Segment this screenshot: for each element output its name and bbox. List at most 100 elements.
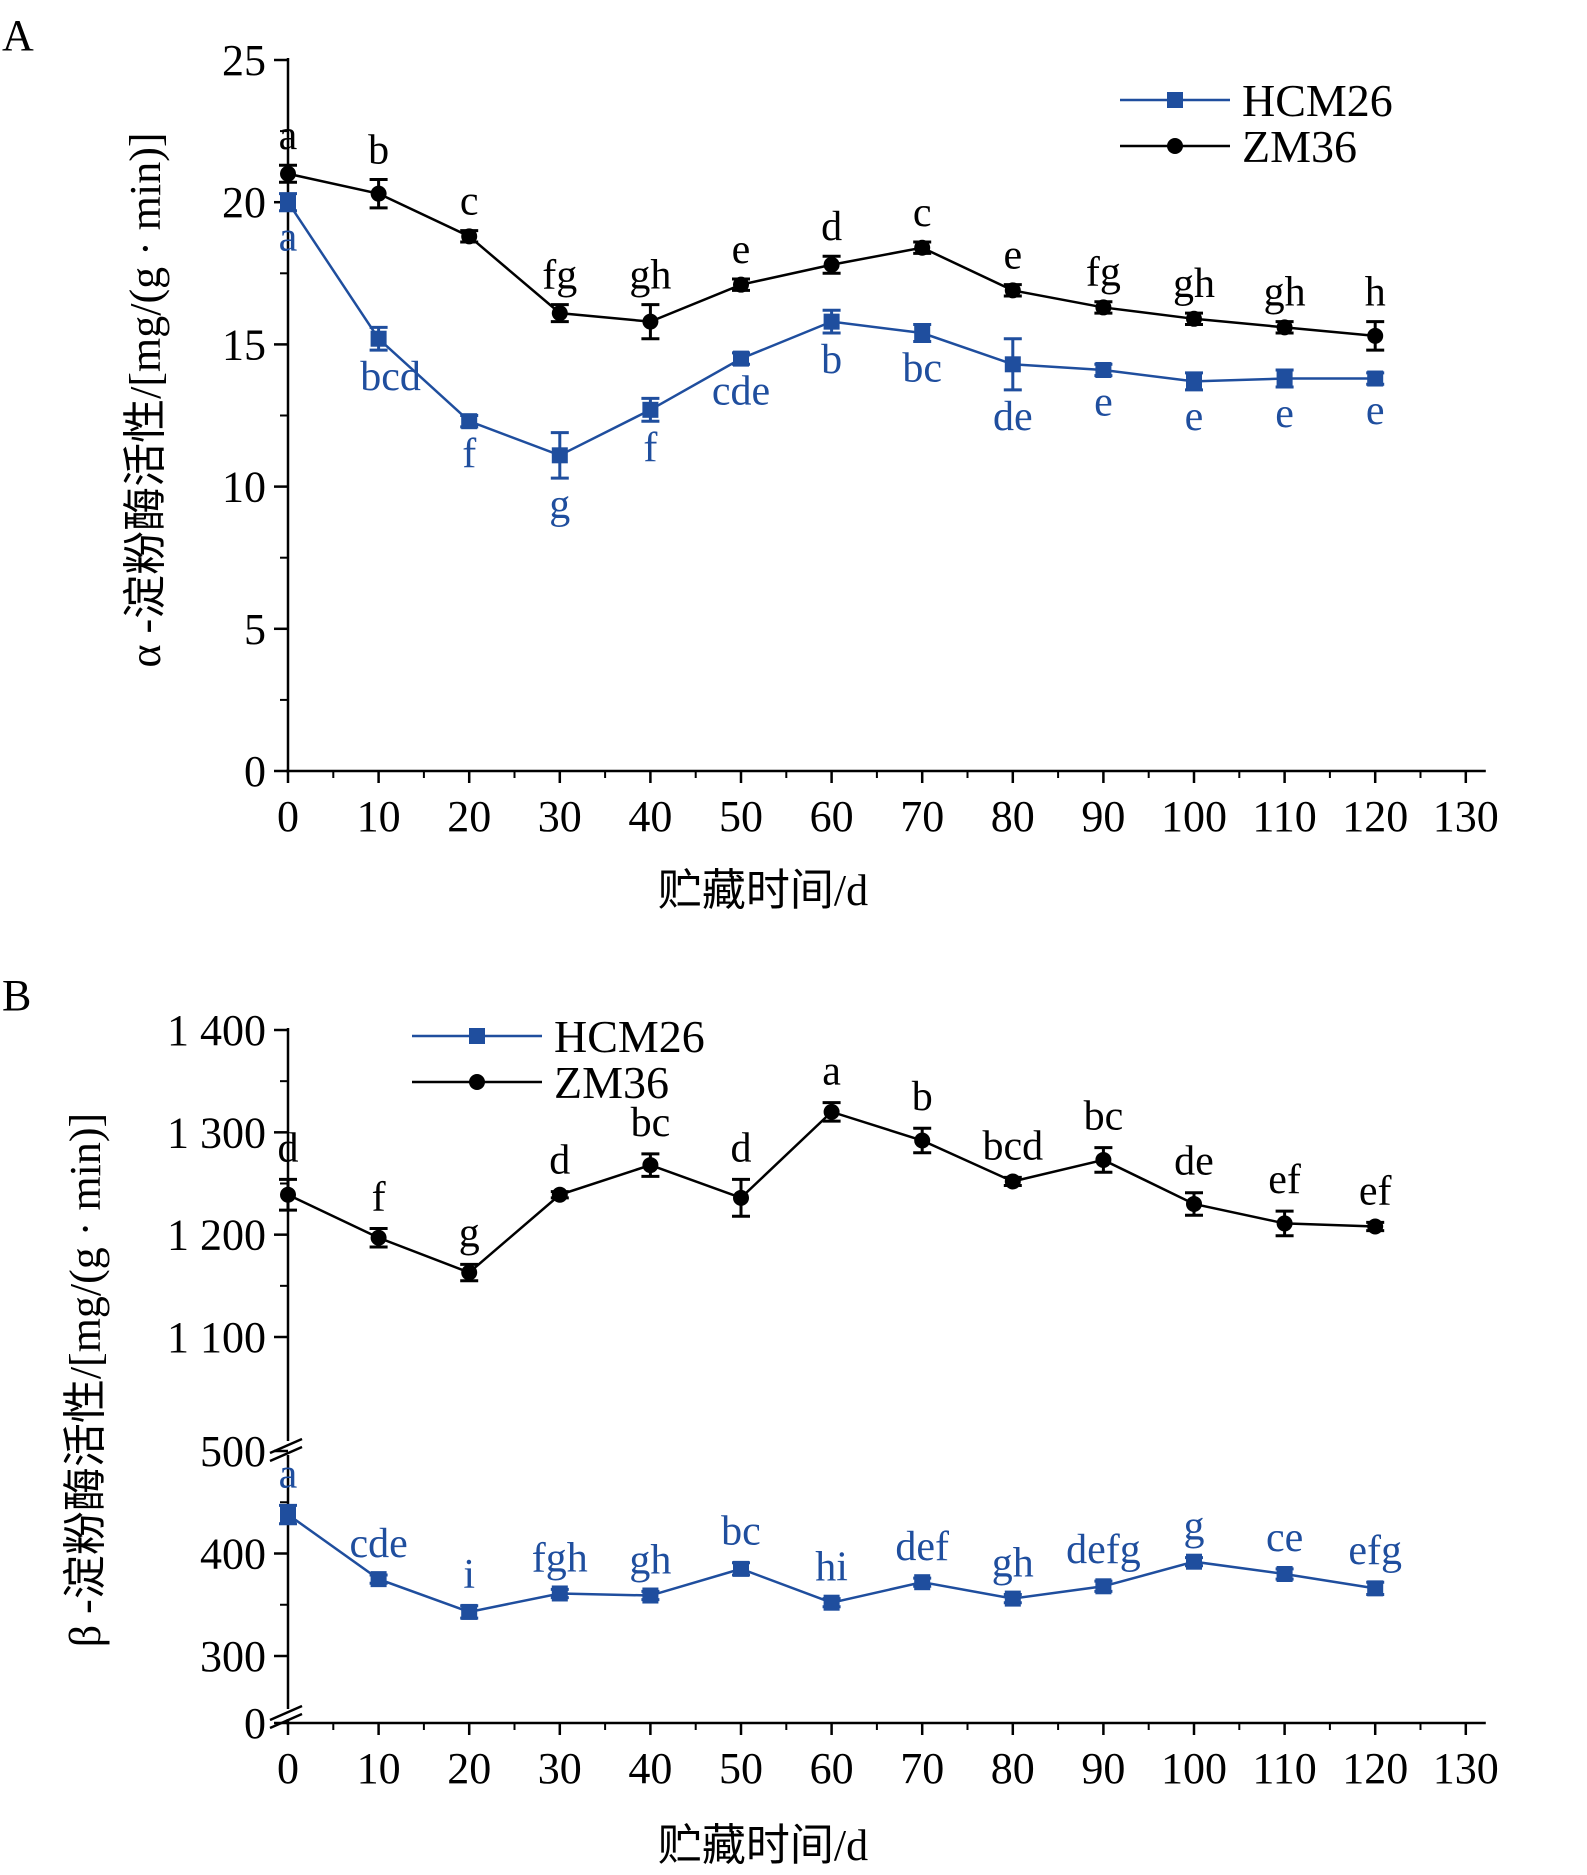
legend-label: HCM26 [554, 1011, 705, 1062]
legend-marker [1167, 92, 1183, 108]
data-point-hcm26 [1095, 1578, 1112, 1595]
data-point-zm36 [642, 1157, 659, 1174]
significance-letter: defg [1066, 1527, 1141, 1573]
panel-b-y-tick-label: 500 [200, 1427, 266, 1476]
data-point-zm36 [733, 1189, 749, 1206]
significance-letter: ef [1268, 1157, 1301, 1203]
panel-b-y-axis-label: β -淀粉酶活性/[mg/(g · min)] [61, 1113, 110, 1647]
data-point-zm36 [823, 1103, 840, 1120]
data-point-zm36 [1186, 310, 1202, 327]
data-point-zm36 [1004, 282, 1021, 299]
panel-a-chart: A 0 5 10 15 20 25 0 10 20 30 40 50 60 70 80 90 100 110 120… [2, 11, 1499, 915]
significance-letter: e [1185, 394, 1204, 440]
legend-marker [469, 1074, 485, 1090]
panel-b-x-tick-label: 130 [1433, 1744, 1499, 1793]
significance-letter: e [1003, 233, 1022, 279]
significance-letter: d [731, 1125, 752, 1171]
significance-letter: f [462, 431, 476, 477]
data-point-hcm26 [1004, 1590, 1021, 1607]
data-point-hcm26 [1367, 1580, 1384, 1597]
panel-a-y-axis-label: α -淀粉酶活性/[mg/(g · min)] [121, 132, 170, 667]
panel-b-y-tick-label: 1 400 [167, 1006, 266, 1055]
significance-letter: b [912, 1074, 933, 1120]
data-point-zm36 [551, 305, 568, 322]
significance-letter: a [279, 113, 298, 159]
panel-b-y-tick-label: 1 300 [167, 1108, 266, 1157]
panel-b-y-tick-label: 300 [200, 1632, 266, 1681]
panel-a-y-tick-label: 20 [222, 178, 266, 227]
significance-letter: fg [1086, 250, 1121, 296]
data-point-hcm26 [280, 194, 296, 211]
data-point-hcm26 [551, 1585, 568, 1602]
data-point-zm36 [642, 313, 659, 330]
significance-letter: h [1365, 270, 1386, 316]
significance-letter: de [993, 394, 1033, 440]
panel-b-x-tick-label: 90 [1081, 1744, 1125, 1793]
legend-item-hcm26: HCM26 [412, 1011, 705, 1062]
data-point-zm36 [823, 256, 840, 273]
data-point-hcm26 [823, 1594, 840, 1611]
data-point-zm36 [370, 1229, 387, 1246]
legend-item-zm36: ZM36 [412, 1057, 669, 1108]
panel-a-y-tick-label: 0 [244, 747, 266, 796]
data-point-zm36 [461, 1264, 478, 1281]
data-point-hcm26 [1367, 370, 1384, 387]
data-point-hcm26 [1186, 373, 1202, 390]
panel-b-x-tick-label: 20 [447, 1744, 491, 1793]
data-point-zm36 [1367, 1218, 1384, 1235]
significance-letter: bc [721, 1509, 761, 1555]
data-point-zm36 [1095, 299, 1112, 316]
significance-letter: d [278, 1125, 299, 1171]
data-point-zm36 [280, 1186, 296, 1203]
panel-a-x-tick-label: 110 [1252, 792, 1316, 841]
significance-letter: e [1094, 380, 1113, 426]
panel-a-x-tick-label: 0 [277, 792, 299, 841]
significance-letter: f [643, 425, 657, 471]
panel-a-x-tick-label: 10 [357, 792, 401, 841]
panel-b-x-tick-label: 80 [991, 1744, 1035, 1793]
significance-letter: c [913, 190, 932, 236]
significance-letter: ef [1359, 1168, 1392, 1214]
significance-letter: bc [631, 1100, 671, 1146]
significance-letter: hi [815, 1545, 848, 1591]
panel-a-x-tick-label: 100 [1161, 792, 1227, 841]
data-point-hcm26 [642, 401, 659, 418]
data-point-hcm26 [280, 1506, 296, 1523]
panel-b-y-tick-label: 400 [200, 1530, 266, 1579]
panel-b-y-tick-label: 1 200 [167, 1211, 266, 1260]
series-zm36: a b c fg gh e d c e fg gh gh h [279, 113, 1386, 352]
data-point-hcm26 [1004, 356, 1021, 373]
panel-a-y-tick-label: 10 [222, 463, 266, 512]
panel-a-y-tick-label: 5 [244, 605, 266, 654]
significance-letter: g [549, 482, 570, 528]
significance-letter: d [821, 204, 842, 250]
significance-letter: g [459, 1210, 480, 1256]
panel-b-x-tick-label: 40 [628, 1744, 672, 1793]
data-point-zm36 [280, 165, 296, 182]
data-point-zm36 [1186, 1195, 1202, 1212]
significance-letter: fg [542, 253, 577, 299]
significance-letter: e [732, 227, 751, 273]
significance-letter: d [549, 1138, 570, 1184]
axis-break-mark [269, 1445, 303, 1463]
panel-a-x-tick-label: 40 [628, 792, 672, 841]
significance-letter: gh [1173, 261, 1215, 307]
significance-letter: a [279, 1451, 298, 1497]
panel-a-x-tick-label: 120 [1342, 792, 1408, 841]
panel-a-x-tick-label: 130 [1433, 792, 1499, 841]
panel-a-x-tick-label: 80 [991, 792, 1035, 841]
axis-break-mark [269, 1712, 303, 1730]
significance-letter: cde [712, 368, 770, 414]
significance-letter: bcd [360, 354, 421, 400]
significance-letter: bc [1084, 1094, 1124, 1140]
data-point-hcm26 [370, 1571, 387, 1588]
significance-letter: fgh [532, 1535, 588, 1581]
significance-letter: bcd [982, 1123, 1043, 1169]
panel-a-label: A [2, 11, 34, 60]
data-point-hcm26 [370, 330, 387, 347]
